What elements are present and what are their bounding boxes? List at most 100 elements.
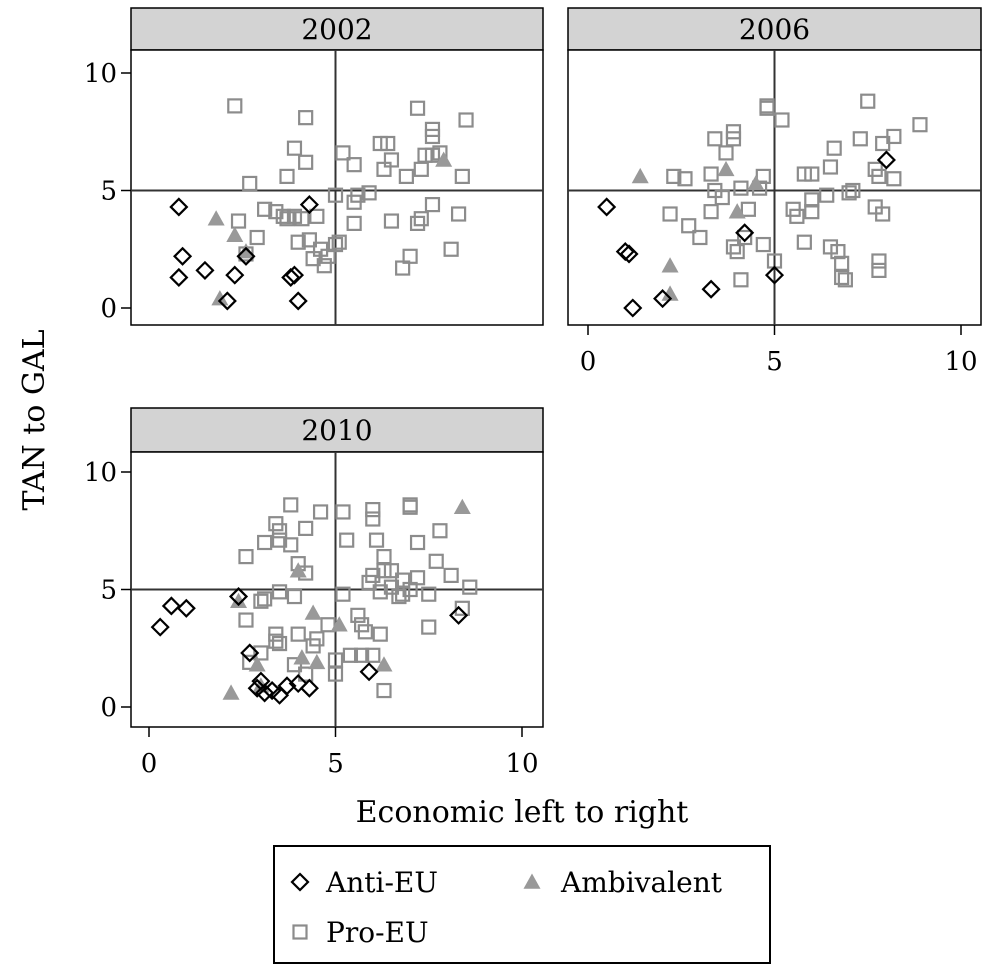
point-pro-eu bbox=[871, 253, 887, 269]
point-pro-eu bbox=[421, 586, 437, 602]
point-pro-eu bbox=[432, 523, 448, 539]
point-pro-eu bbox=[346, 215, 362, 231]
point-ambivalent bbox=[237, 243, 255, 259]
legend-marker-anti-eu bbox=[290, 872, 310, 892]
panel-header bbox=[130, 7, 544, 51]
point-ambivalent bbox=[226, 226, 244, 242]
point-pro-eu bbox=[301, 232, 317, 248]
point-pro-eu bbox=[298, 666, 314, 682]
point-pro-eu bbox=[342, 647, 359, 663]
point-anti-eu bbox=[284, 265, 305, 285]
point-pro-eu bbox=[796, 234, 812, 250]
point-pro-eu bbox=[372, 626, 388, 642]
point-pro-eu bbox=[268, 633, 284, 649]
y-axis-label: TAN to GAL bbox=[17, 329, 52, 510]
point-anti-eu bbox=[735, 223, 755, 243]
point-ambivalent bbox=[230, 592, 248, 609]
point-pro-eu bbox=[350, 607, 366, 623]
point-anti-eu bbox=[161, 596, 181, 616]
point-pro-eu bbox=[383, 213, 400, 229]
point-pro-eu bbox=[733, 272, 749, 288]
point-pro-eu bbox=[424, 197, 441, 213]
point-pro-eu bbox=[238, 612, 254, 628]
point-pro-eu bbox=[368, 532, 385, 548]
legend-frame bbox=[273, 845, 771, 964]
point-pro-eu bbox=[361, 185, 377, 201]
point-pro-eu bbox=[294, 211, 310, 227]
point-pro-eu bbox=[286, 657, 303, 673]
point-pro-eu bbox=[804, 192, 820, 208]
point-pro-eu bbox=[335, 145, 351, 161]
point-ambivalent bbox=[747, 174, 765, 191]
point-pro-eu bbox=[443, 567, 459, 584]
point-anti-eu bbox=[277, 676, 297, 696]
point-pro-eu bbox=[804, 166, 820, 182]
series-anti-eu bbox=[169, 195, 319, 311]
point-pro-eu bbox=[346, 157, 362, 173]
legend-marker-pro-eu bbox=[292, 924, 308, 940]
point-pro-eu bbox=[409, 215, 426, 231]
panel-title: 2006 bbox=[739, 13, 810, 46]
point-pro-eu bbox=[286, 140, 303, 156]
point-pro-eu bbox=[402, 497, 418, 513]
y-tick-label: 0 bbox=[100, 693, 117, 723]
series-pro-eu bbox=[227, 98, 474, 276]
series-ambivalent bbox=[631, 160, 765, 301]
point-pro-eu bbox=[372, 584, 388, 600]
point-pro-eu bbox=[826, 140, 842, 156]
point-pro-eu bbox=[886, 128, 902, 145]
point-anti-eu bbox=[173, 246, 193, 266]
point-pro-eu bbox=[376, 548, 392, 565]
point-anti-eu bbox=[359, 662, 379, 682]
point-pro-eu bbox=[886, 171, 902, 187]
y-tick-label: 10 bbox=[84, 59, 117, 89]
point-pro-eu bbox=[725, 124, 742, 140]
point-pro-eu bbox=[822, 159, 839, 175]
x-tick-label: 10 bbox=[944, 347, 977, 377]
point-ambivalent bbox=[728, 203, 746, 219]
series-pro-eu bbox=[662, 93, 928, 288]
point-pro-eu bbox=[253, 645, 269, 661]
point-anti-eu bbox=[240, 643, 260, 663]
point-pro-eu bbox=[413, 161, 429, 177]
point-pro-eu bbox=[819, 187, 835, 203]
point-pro-eu bbox=[335, 586, 351, 602]
point-pro-eu bbox=[309, 208, 325, 224]
point-anti-eu bbox=[255, 683, 275, 703]
series-ambivalent bbox=[207, 151, 453, 306]
point-anti-eu bbox=[169, 267, 189, 288]
point-pro-eu bbox=[830, 244, 846, 260]
x-tick-label: 10 bbox=[505, 749, 538, 779]
point-pro-eu bbox=[450, 206, 467, 222]
point-pro-eu bbox=[860, 93, 876, 109]
point-anti-eu bbox=[449, 605, 469, 625]
point-pro-eu bbox=[376, 682, 392, 699]
point-pro-eu bbox=[257, 201, 273, 217]
point-pro-eu bbox=[298, 154, 314, 170]
point-pro-eu bbox=[834, 255, 850, 271]
point-pro-eu bbox=[875, 206, 891, 222]
point-pro-eu bbox=[662, 206, 678, 222]
point-anti-eu bbox=[299, 195, 319, 215]
point-anti-eu bbox=[228, 586, 249, 607]
point-pro-eu bbox=[290, 626, 306, 642]
point-pro-eu bbox=[331, 234, 347, 250]
point-pro-eu bbox=[230, 213, 247, 229]
y-tick-label: 5 bbox=[100, 177, 117, 207]
series-pro-eu bbox=[238, 497, 478, 699]
point-pro-eu bbox=[253, 593, 269, 609]
point-pro-eu bbox=[737, 229, 753, 246]
legend-anti-eu-marker bbox=[290, 872, 310, 892]
point-pro-eu bbox=[242, 175, 258, 192]
point-pro-eu bbox=[677, 171, 693, 187]
point-anti-eu bbox=[299, 678, 319, 698]
x-tick-label: 0 bbox=[141, 749, 158, 779]
point-pro-eu bbox=[729, 244, 745, 260]
point-pro-eu bbox=[238, 548, 254, 565]
point-pro-eu bbox=[871, 262, 887, 278]
point-ambivalent bbox=[661, 285, 679, 301]
series-anti-eu bbox=[150, 586, 469, 705]
point-pro-eu bbox=[335, 504, 351, 520]
point-pro-eu bbox=[755, 168, 771, 184]
